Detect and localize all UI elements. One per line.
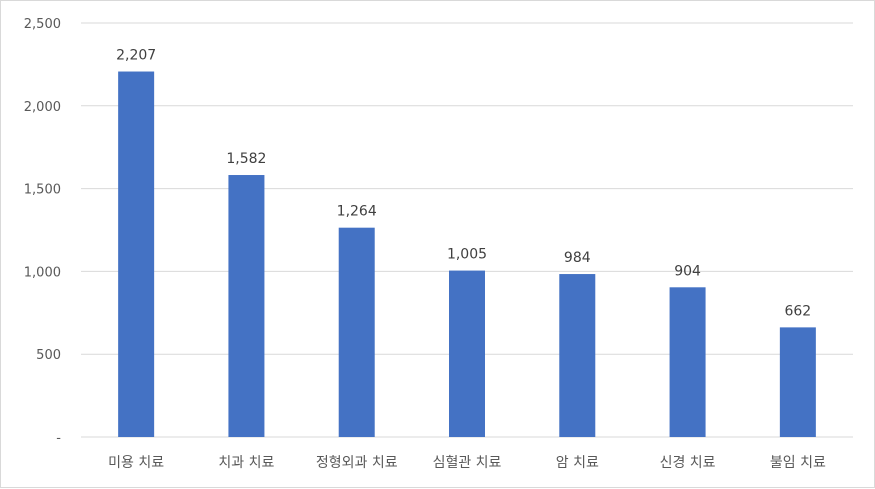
bar-data-label: 1,582 xyxy=(226,151,266,167)
y-tick-label: 1,000 xyxy=(24,265,61,280)
x-category-label: 미용 치료 xyxy=(108,455,164,471)
x-axis-labels: 미용 치료 치과 치료 정형외과 치료 심혈관 치료 암 치료 신경 치료 불임 치료 xyxy=(108,455,826,471)
y-tick-label: 2,000 xyxy=(24,100,61,115)
bars xyxy=(118,71,816,437)
x-category-label: 심혈관 치료 xyxy=(433,455,502,471)
bar-data-label: 904 xyxy=(674,263,701,279)
y-tick-label: - xyxy=(56,431,61,446)
bar-data-label: 984 xyxy=(564,250,591,266)
bar xyxy=(779,327,816,437)
bar xyxy=(669,287,706,437)
bar xyxy=(118,71,155,437)
bar xyxy=(559,274,596,437)
bar xyxy=(228,175,265,437)
bar xyxy=(338,227,375,437)
x-category-label: 치과 치료 xyxy=(218,455,274,471)
data-labels: 2,207 1,582 1,264 1,005 984 904 662 xyxy=(116,48,811,320)
bar-data-label: 1,005 xyxy=(447,247,487,263)
bar-data-label: 662 xyxy=(784,303,811,319)
x-category-label: 신경 치료 xyxy=(660,455,716,471)
y-tick-label: 500 xyxy=(36,348,61,363)
x-category-label: 불임 치료 xyxy=(770,455,826,471)
x-category-label: 정형외과 치료 xyxy=(316,455,398,471)
bar-data-label: 2,207 xyxy=(116,48,156,64)
y-tick-label: 2,500 xyxy=(24,17,61,32)
y-tick-label: 1,500 xyxy=(24,183,61,198)
bar xyxy=(449,270,485,437)
y-axis-ticks: - 500 1,000 1,500 2,000 2,500 xyxy=(24,17,62,446)
bar-data-label: 1,264 xyxy=(337,204,377,220)
x-category-label: 암 치료 xyxy=(556,455,599,471)
